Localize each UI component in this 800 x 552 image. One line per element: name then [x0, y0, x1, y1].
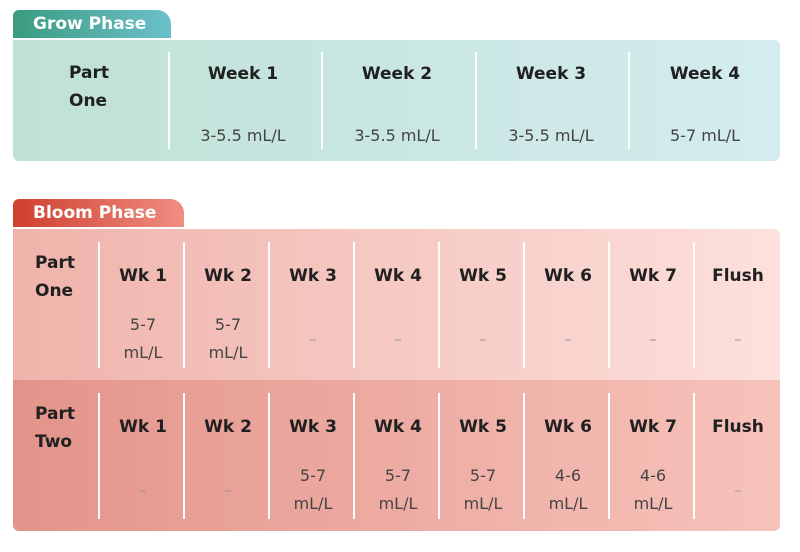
column-divider: [608, 393, 610, 519]
bloom-phase-tab: Bloom Phase: [13, 199, 184, 227]
empty-cell-dash: –: [734, 481, 742, 499]
bloom-column-header: Wk 6: [544, 266, 592, 286]
column-divider: [608, 242, 610, 368]
column-divider: [353, 242, 355, 368]
grow-dose-value: 5-7 mL/L: [669, 126, 741, 145]
row-label-part-two: Part Two: [35, 400, 95, 456]
column-divider: [168, 52, 170, 149]
column-divider: [523, 242, 525, 368]
column-divider: [183, 393, 185, 519]
empty-cell-dash: –: [564, 330, 572, 348]
text-line: mL/L: [378, 494, 418, 513]
bloom-part-two-row: Part Two Wk 1 – Wk 2 – Wk 3 5-7 mL/L Wk 4 5-7 mL/L W…: [13, 380, 780, 531]
bloom-dose-value: 4-6 mL/L: [526, 462, 610, 518]
column-divider: [693, 242, 695, 368]
grow-column-header: Week 4: [669, 64, 741, 84]
bloom-column-header: Wk 7: [629, 417, 677, 437]
column-divider: [268, 242, 270, 368]
column-divider: [353, 393, 355, 519]
row-label-part-one: Part One: [69, 59, 159, 115]
bloom-column-header: Wk 7: [629, 266, 677, 286]
text-line: Part: [35, 253, 75, 273]
grow-dose-value: 3-5.5 mL/L: [508, 126, 594, 145]
bloom-column-header: Wk 2: [204, 417, 252, 437]
empty-cell-dash: –: [224, 481, 232, 499]
empty-cell-dash: –: [394, 330, 402, 348]
empty-cell-dash: –: [649, 330, 657, 348]
grow-column-header: Week 2: [361, 64, 433, 84]
text-line: mL/L: [463, 494, 503, 513]
grow-phase-tab: Grow Phase: [13, 10, 171, 38]
bloom-column-header: Wk 4: [374, 417, 422, 437]
text-line: Two: [35, 432, 73, 452]
column-divider: [693, 393, 695, 519]
bloom-dose-value: 5-7 mL/L: [271, 462, 355, 518]
column-divider: [438, 393, 440, 519]
text-line: 4-6: [639, 466, 667, 485]
column-divider: [438, 242, 440, 368]
text-line: 5-7: [129, 315, 157, 334]
grow-column-header: Week 1: [207, 64, 279, 84]
bloom-column-header: Wk 1: [119, 417, 167, 437]
column-divider: [321, 52, 323, 149]
empty-cell-dash: –: [479, 330, 487, 348]
text-line: 5-7: [299, 466, 327, 485]
text-line: One: [69, 91, 108, 111]
bloom-dose-value: 5-7 mL/L: [356, 462, 440, 518]
bloom-column-header: Wk 6: [544, 417, 592, 437]
bloom-column-header: Wk 2: [204, 266, 252, 286]
bloom-dose-value: 5-7 mL/L: [186, 311, 270, 367]
column-divider: [268, 393, 270, 519]
text-line: mL/L: [293, 494, 333, 513]
column-divider: [183, 242, 185, 368]
bloom-column-header: Wk 5: [459, 417, 507, 437]
grow-phase-table: Part One Week 1 3-5.5 mL/L Week 2 3-5.5 mL/L W…: [13, 40, 780, 161]
bloom-column-header: Wk 3: [289, 266, 337, 286]
column-divider: [98, 393, 100, 519]
bloom-dose-value: 5-7 mL/L: [101, 311, 185, 367]
text-line: 5-7: [469, 466, 497, 485]
text-line: 5-7: [214, 315, 242, 334]
text-line: Part: [35, 404, 75, 424]
column-divider: [475, 52, 477, 149]
row-label-part-one: Part One: [35, 249, 95, 305]
text-line: mL/L: [123, 343, 163, 362]
bloom-dose-value: 5-7 mL/L: [441, 462, 525, 518]
bloom-column-header: Wk 3: [289, 417, 337, 437]
text-line: 5-7: [384, 466, 412, 485]
bloom-column-header: Wk 4: [374, 266, 422, 286]
empty-cell-dash: –: [309, 330, 317, 348]
bloom-column-header: Wk 5: [459, 266, 507, 286]
text-line: Part: [69, 63, 109, 83]
text-line: One: [35, 281, 74, 301]
empty-cell-dash: –: [139, 481, 147, 499]
bloom-column-header: Flush: [712, 266, 764, 286]
empty-cell-dash: –: [734, 330, 742, 348]
text-line: 4-6: [554, 466, 582, 485]
grow-column-header: Week 3: [515, 64, 587, 84]
text-line: mL/L: [633, 494, 673, 513]
grow-dose-value: 3-5.5 mL/L: [200, 126, 286, 145]
grow-dose-value: 3-5.5 mL/L: [354, 126, 440, 145]
text-line: mL/L: [548, 494, 588, 513]
bloom-part-one-row: Part One Wk 1 5-7 mL/L Wk 2 5-7 mL/L Wk 3 – Wk 4 – W…: [13, 229, 780, 380]
column-divider: [628, 52, 630, 149]
bloom-column-header: Wk 1: [119, 266, 167, 286]
bloom-dose-value: 4-6 mL/L: [611, 462, 695, 518]
text-line: mL/L: [208, 343, 248, 362]
column-divider: [523, 393, 525, 519]
column-divider: [98, 242, 100, 368]
bloom-column-header: Flush: [712, 417, 764, 437]
